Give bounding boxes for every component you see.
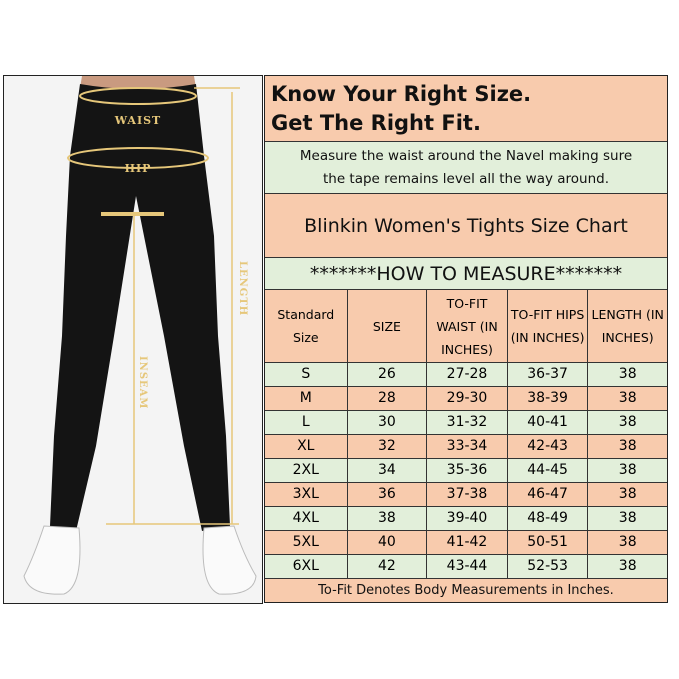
cell-size: 36 [348,483,428,506]
cell-waist: 43-44 [427,555,508,578]
cell-size: 40 [348,531,428,554]
leggings-measurement-photo: WAIST HIP LENGTH INSEAM [3,75,263,604]
cell-length: 38 [618,438,637,454]
cell-size: 30 [348,411,428,434]
cell-standard-size: XL [265,435,348,458]
cell-length: 38 [618,510,637,526]
cell-hips: 42-43 [508,435,589,458]
cell-size: 26 [348,363,428,386]
how-to-measure: *******HOW TO MEASURE******* [265,258,667,290]
cell-waist: 39-40 [427,507,508,530]
cell-length: 38 [618,462,637,478]
header-waist: TO-FIT WAIST (IN INCHES) [427,290,508,362]
table-row: XL 32 33-34 42-43 38 [265,435,667,459]
cell-size: 38 [348,507,428,530]
table-row: 3XL 36 37-38 46-47 38 [265,483,667,507]
table-row: 6XL 42 43-44 52-53 38 [265,555,667,579]
cell-waist: 27-28 [427,363,508,386]
cell-length: 38 [618,486,637,502]
table-row: 2XL 34 35-36 44-45 38 [265,459,667,483]
cell-standard-size: 6XL [265,555,348,578]
cell-standard-size: 5XL [265,531,348,554]
headline-line-2: Get The Right Fit. [271,110,481,135]
measure-instructions: Measure the waist around the Navel makin… [265,142,667,194]
table-row: S 26 27-28 36-37 38 [265,363,667,387]
cell-length: 38 [618,534,637,550]
header-length: LENGTH (IN INCHES) [591,307,664,345]
cell-standard-size: 4XL [265,507,348,530]
cell-standard-size: 2XL [265,459,348,482]
headline-line-1: Know Your Right Size. [271,81,532,106]
cell-size: 42 [348,555,428,578]
cell-size: 32 [348,435,428,458]
cell-hips: 52-53 [508,555,589,578]
cell-standard-size: 3XL [265,483,348,506]
table-row: 4XL 38 39-40 48-49 38 [265,507,667,531]
header-hips: TO-FIT HIPS (IN INCHES) [508,290,589,362]
cell-length: 38 [618,558,637,574]
cell-hips: 38-39 [508,387,589,410]
chart-footer: To-Fit Denotes Body Measurements in Inch… [265,579,667,602]
cell-hips: 46-47 [508,483,589,506]
waist-label: WAIST [114,114,161,127]
hip-label: HIP [125,162,152,175]
cell-hips: 48-49 [508,507,589,530]
cell-waist: 41-42 [427,531,508,554]
cell-waist: 35-36 [427,459,508,482]
cell-waist: 33-34 [427,435,508,458]
measure-line-2: the tape remains level all the way aroun… [322,170,610,187]
cell-hips: 50-51 [508,531,589,554]
header-size: SIZE [348,290,428,362]
chart-name: Blinkin Women's Tights Size Chart [265,194,667,258]
cell-size: 28 [348,387,428,410]
cell-hips: 40-41 [508,411,589,434]
table-row: M 28 29-30 38-39 38 [265,387,667,411]
table-header: Standard Size SIZE TO-FIT WAIST (IN INCH… [265,290,667,363]
inseam-label: INSEAM [137,356,148,410]
cell-length: 38 [618,366,637,382]
header-standard-size: Standard Size [265,290,348,362]
cell-standard-size: M [265,387,348,410]
cell-standard-size: S [265,363,348,386]
measure-line-1: Measure the waist around the Navel makin… [299,147,633,164]
table-row: 5XL 40 41-42 50-51 38 [265,531,667,555]
cell-size: 34 [348,459,428,482]
cell-waist: 31-32 [427,411,508,434]
table-row: L 30 31-32 40-41 38 [265,411,667,435]
cell-standard-size: L [265,411,348,434]
chart-headline: Know Your Right Size. Get The Right Fit. [265,76,667,142]
length-label: LENGTH [237,261,248,316]
cell-hips: 44-45 [508,459,589,482]
cell-length: 38 [618,414,637,430]
cell-length: 38 [618,390,637,406]
size-chart: Know Your Right Size. Get The Right Fit.… [264,75,668,603]
cell-waist: 29-30 [427,387,508,410]
cell-hips: 36-37 [508,363,589,386]
cell-waist: 37-38 [427,483,508,506]
